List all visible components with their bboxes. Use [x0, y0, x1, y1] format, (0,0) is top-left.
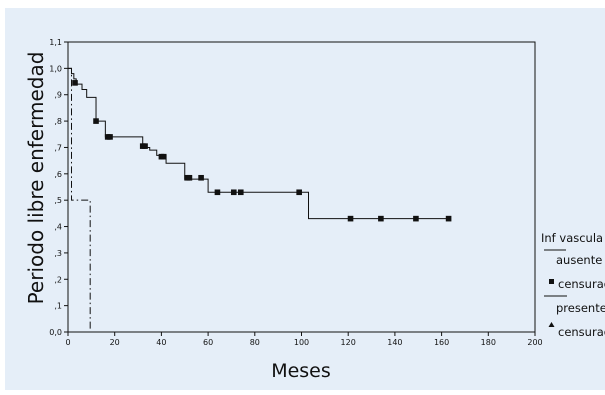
x-axis-title: Meses: [271, 360, 331, 382]
censored-marker-ausente: [230, 189, 237, 196]
legend: Inf vascula ausente censurad presente ce…: [541, 231, 605, 339]
censored-marker-ausente: [107, 134, 113, 140]
censored-marker-ausente: [378, 215, 384, 222]
censored-marker-ausente: [347, 215, 354, 222]
plot-frame: [67, 41, 536, 333]
legend-title: Inf vascula: [541, 231, 603, 245]
legend-item-ausente: ausente: [556, 253, 602, 267]
legend-item-presente: presente: [556, 301, 605, 315]
x-tick-label: 0: [65, 338, 70, 347]
censored-marker-ausente: [296, 189, 302, 196]
y-tick-label: ,2: [54, 275, 62, 284]
y-tick-label: ,8: [54, 117, 62, 126]
x-tick-label: 200: [527, 338, 542, 347]
y-tick-label: ,1: [54, 302, 62, 311]
x-tick-label: 180: [481, 338, 496, 347]
x-tick-label: 160: [434, 338, 449, 347]
y-axis-title: Periodo libre enfermedad: [24, 52, 48, 305]
chart-background: [5, 8, 605, 390]
x-tick-label: 140: [387, 338, 402, 347]
legend-item-censored-1: censurad: [558, 277, 605, 291]
x-tick-label: 60: [203, 338, 213, 347]
censored-marker-ausente: [186, 174, 193, 181]
y-tick-label: ,7: [54, 143, 62, 152]
y-tick-label: 0,0: [49, 328, 62, 337]
censored-marker-ausente: [93, 118, 99, 124]
y-tick-label: 1,0: [49, 64, 62, 73]
censored-marker-ausente: [237, 189, 244, 196]
censored-marker-ausente: [160, 153, 167, 160]
censored-marker-ausente: [142, 143, 148, 149]
censored-marker-ausente: [198, 174, 204, 181]
y-tick-label: ,4: [54, 223, 62, 232]
censored-marker-ausente: [72, 80, 78, 86]
series-line-presente: [68, 67, 91, 332]
x-tick-label: 100: [294, 338, 309, 347]
y-tick-label: ,6: [54, 170, 62, 179]
censored-marker-ausente: [445, 215, 452, 222]
y-tick-label: ,3: [54, 249, 62, 258]
y-tick-label: ,9: [54, 91, 62, 100]
x-tick-label: 120: [341, 338, 356, 347]
x-tick-label: 20: [110, 338, 120, 347]
y-tick-label: 1,1: [49, 38, 62, 47]
legend-censored-marker-1: [549, 279, 554, 284]
x-tick-label: 80: [250, 338, 260, 347]
censored-marker-ausente: [214, 189, 221, 196]
legend-censored-marker-2: [548, 322, 555, 327]
y-tick-label: ,5: [54, 196, 62, 205]
series-line-ausente: [68, 67, 449, 220]
x-tick-label: 40: [156, 338, 166, 347]
censored-marker-ausente: [413, 215, 419, 222]
legend-item-censored-2: censurad: [558, 325, 605, 339]
